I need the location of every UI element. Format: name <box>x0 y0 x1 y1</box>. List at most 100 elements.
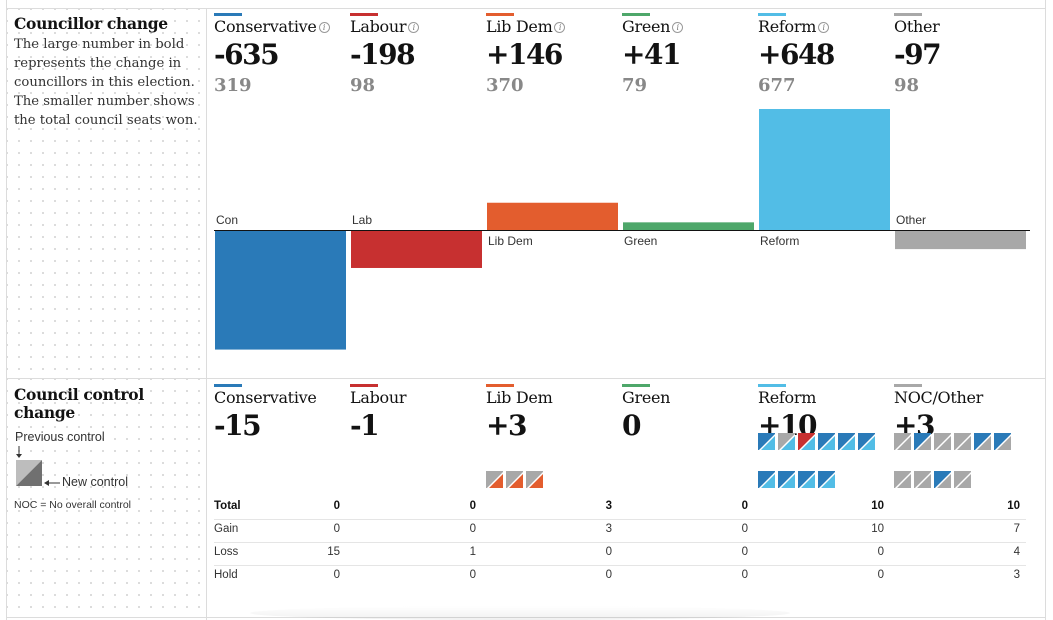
party-change-value: 0 <box>622 409 641 442</box>
table-cell-loss-labour: 1 <box>469 546 476 558</box>
control-tile-reform <box>838 433 855 450</box>
info-icon[interactable]: i <box>672 22 684 33</box>
table-label-gain: Gain <box>214 523 239 535</box>
control-tile-other <box>954 433 971 450</box>
control-tile-other <box>994 433 1011 450</box>
table-cell-total-libdem: 3 <box>605 500 612 512</box>
control-tile-reform <box>778 433 795 450</box>
info-icon[interactable]: i <box>818 22 830 33</box>
bar-con <box>215 231 346 350</box>
table-row-divider <box>214 565 1026 566</box>
party-name: Lib Dem <box>486 388 553 407</box>
councillor-header-conservative: Conservative i -635 319 <box>214 13 346 96</box>
table-cell-total-green: 0 <box>741 500 748 512</box>
top-divider <box>6 8 1046 9</box>
party-name: Labour <box>350 388 407 407</box>
control-tile-other <box>894 471 911 488</box>
control-tile-other <box>954 471 971 488</box>
party-name: Lib Dem i <box>486 17 566 36</box>
party-color-accent <box>758 13 786 16</box>
legend-tile-icon <box>16 460 42 486</box>
party-seat-total: 319 <box>214 75 252 96</box>
bar-label-reform: Reform <box>760 234 799 248</box>
party-color-accent <box>894 384 922 387</box>
control-tile-reform <box>858 433 875 450</box>
party-seat-total: 98 <box>894 75 920 96</box>
table-cell-loss-green: 0 <box>741 546 748 558</box>
control-header-libdem: Lib Dem +3 <box>486 384 618 464</box>
party-change-value: -1 <box>350 409 380 442</box>
control-tile-reform <box>758 433 775 450</box>
control-header-reform: Reform +10 <box>758 384 890 464</box>
table-cell-loss-conservative: 15 <box>327 546 340 558</box>
bar-label-con: Con <box>216 213 238 227</box>
table-cell-hold-reform: 0 <box>877 569 884 581</box>
party-name: Green i <box>622 17 684 36</box>
control-tile-reform <box>818 433 835 450</box>
control-tile-other <box>914 433 931 450</box>
scroll-shadow <box>250 606 790 620</box>
bottom-divider <box>6 617 1046 618</box>
control-tile-reform <box>798 471 815 488</box>
table-cell-gain-other: 7 <box>1013 523 1020 535</box>
councillor-header-other: Other -97 98 <box>894 13 1026 96</box>
table-cell-loss-reform: 0 <box>877 546 884 558</box>
council-control-title: Council control change <box>14 385 144 422</box>
table-cell-hold-conservative: 0 <box>333 569 340 581</box>
table-label-loss: Loss <box>214 546 239 558</box>
control-tile-other <box>934 471 951 488</box>
party-color-accent <box>350 384 378 387</box>
party-color-accent <box>622 13 650 16</box>
party-color-accent <box>214 384 242 387</box>
bar-label-green: Green <box>624 234 657 248</box>
party-change-value: +3 <box>486 409 527 442</box>
party-change-value: -635 <box>214 38 280 71</box>
bar-reform <box>759 109 890 230</box>
councillor-change-title: Councillor change <box>14 14 168 33</box>
info-icon[interactable]: i <box>318 22 330 33</box>
dotted-panel-control <box>7 379 205 617</box>
party-change-value: +41 <box>622 38 681 71</box>
party-color-accent <box>486 384 514 387</box>
party-seat-total: 677 <box>758 75 796 96</box>
table-cell-hold-libdem: 0 <box>605 569 612 581</box>
noc-note: NOC = No overall control <box>14 499 132 511</box>
party-name: Green <box>622 388 671 407</box>
party-seat-total: 98 <box>350 75 376 96</box>
councillor-header-labour: Labour i -198 98 <box>350 13 482 96</box>
control-header-conservative: Conservative -15 <box>214 384 346 464</box>
bar-label-other: Other <box>896 213 926 227</box>
councillor-header-green: Green i +41 79 <box>622 13 754 96</box>
party-color-accent <box>486 13 514 16</box>
table-cell-total-other: 10 <box>1007 500 1020 512</box>
councillor-change-description: The large number in bold represents the … <box>14 37 198 128</box>
info-icon[interactable]: i <box>554 22 566 33</box>
table-cell-total-reform: 10 <box>871 500 884 512</box>
councillor-header-reform: Reform i +648 677 <box>758 13 890 96</box>
table-cell-hold-green: 0 <box>741 569 748 581</box>
party-name: Labour i <box>350 17 420 36</box>
table-cell-total-conservative: 0 <box>333 500 340 512</box>
party-seat-total: 79 <box>622 75 648 96</box>
party-name: NOC/Other <box>894 388 984 407</box>
party-name: Conservative i <box>214 17 330 36</box>
bar-lib-dem <box>487 202 618 230</box>
control-tile-libdem <box>506 471 523 488</box>
party-name: Reform <box>758 388 817 407</box>
down-arrow-icon <box>16 446 22 458</box>
table-cell-gain-labour: 0 <box>469 523 476 535</box>
control-tile-other <box>974 433 991 450</box>
party-name: Conservative <box>214 388 317 407</box>
table-cell-gain-green: 0 <box>741 523 748 535</box>
section-divider <box>6 378 1046 379</box>
control-tile-other <box>934 433 951 450</box>
new-control-label: New control <box>62 475 128 489</box>
party-color-accent <box>214 13 242 16</box>
table-cell-loss-libdem: 0 <box>605 546 612 558</box>
party-color-accent <box>758 384 786 387</box>
party-change-value: -198 <box>350 38 416 71</box>
info-icon[interactable]: i <box>408 22 420 33</box>
bar-other <box>895 231 1026 250</box>
table-label-total: Total <box>214 500 241 512</box>
party-change-value: -97 <box>894 38 942 71</box>
